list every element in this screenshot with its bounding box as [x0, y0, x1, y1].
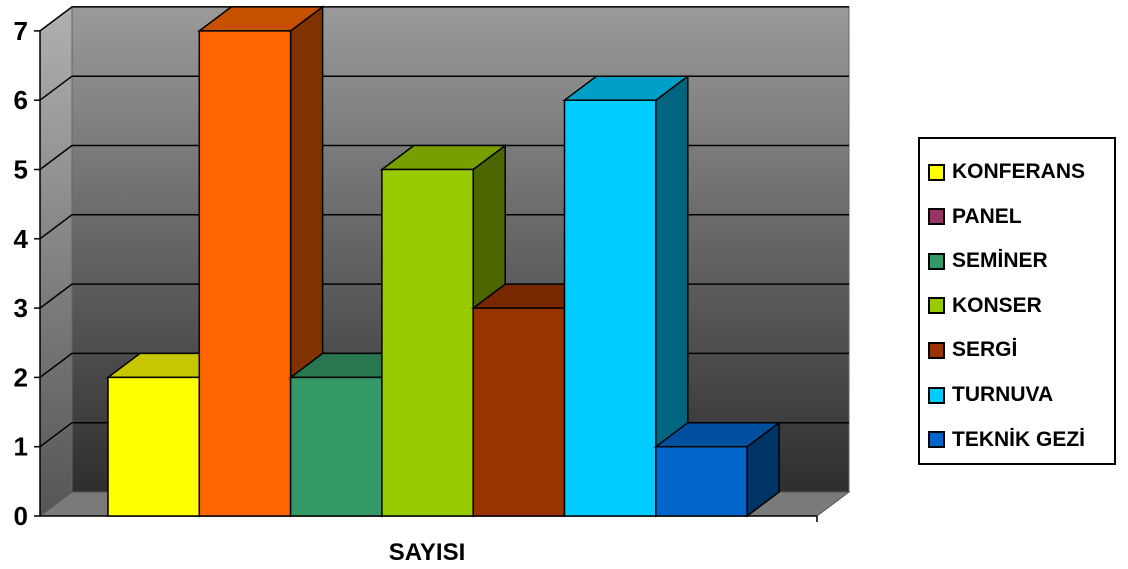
bar-front: [655, 445, 748, 517]
legend-swatch: [928, 297, 945, 315]
legend-item: TEKNİK GEZİ: [928, 425, 1085, 455]
legend-label: SERGİ: [952, 338, 1018, 362]
legend-label: TEKNİK GEZİ: [952, 427, 1086, 451]
legend-swatch: [928, 163, 945, 181]
bar-front: [198, 30, 292, 517]
legend-swatch: [928, 252, 945, 270]
legend: KONFERANS PANEL SEMİNER KONSER SERGİ TURNUVA T…: [918, 137, 1116, 465]
y-tick-label: 0: [14, 501, 28, 531]
bar-turnuva: [562, 74, 691, 518]
legend-label: KONSER: [952, 293, 1042, 317]
legend-item: TURNUVA: [928, 380, 1053, 410]
bar-front: [381, 168, 474, 517]
gridline: [39, 6, 849, 32]
y-tick-label: 1: [14, 432, 28, 462]
legend-label: SEMİNER: [952, 249, 1048, 273]
bar-front: [472, 307, 566, 517]
y-tick-label: 4: [14, 224, 29, 254]
y-tick-label: 5: [14, 155, 28, 185]
bars: [105, 5, 782, 518]
bar-front: [289, 376, 383, 517]
y-tick-label: 3: [14, 293, 28, 323]
gridline: [39, 75, 849, 101]
y-tick-label: 7: [14, 16, 28, 46]
legend-swatch: [928, 386, 945, 404]
legend-label: TURNUVA: [952, 383, 1054, 406]
bar-front: [563, 99, 657, 517]
y-tick-labels: 0 1 2 3 4 5 6 7: [14, 16, 29, 531]
legend-item: KONFERANS: [928, 157, 1085, 187]
legend-swatch: [928, 208, 945, 226]
y-tick-label: 6: [14, 85, 28, 115]
legend-item: SEMİNER: [928, 246, 1048, 276]
legend-item: SERGİ: [928, 335, 1017, 365]
legend-label: PANEL: [952, 204, 1022, 228]
legend-label: KONFERANS: [952, 160, 1086, 183]
legend-item: KONSER: [928, 291, 1042, 321]
side-wall: [39, 5, 73, 517]
legend-swatch: [928, 431, 945, 449]
legend-item: PANEL: [928, 202, 1022, 232]
y-tick-label: 2: [14, 362, 28, 392]
bar-tekni-k-gezi-: [653, 421, 782, 518]
x-category-label: SAYISI: [389, 539, 466, 566]
legend-swatch: [928, 341, 945, 359]
bar-front: [107, 376, 201, 517]
